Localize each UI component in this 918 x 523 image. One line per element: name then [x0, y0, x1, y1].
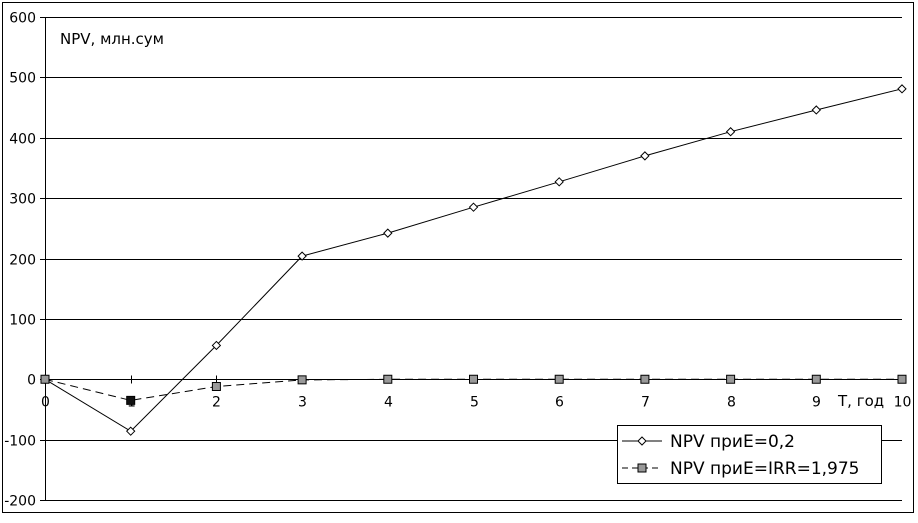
data-point-diamond	[125, 426, 136, 436]
data-point-square	[126, 395, 136, 405]
data-point-diamond	[725, 127, 736, 137]
data-point-diamond	[897, 84, 907, 94]
legend-diamond-marker	[637, 436, 647, 446]
x-tick-label: 7	[641, 395, 650, 411]
data-point-square	[297, 375, 307, 385]
y-axis-label: NPV, млн.сум	[60, 30, 164, 48]
legend: NPV приЕ=0,2 NPV приЕ=IRR=1,975	[617, 425, 882, 484]
data-point-diamond	[811, 105, 822, 115]
data-point-diamond	[554, 177, 564, 187]
y-tick-label: 0	[27, 373, 36, 389]
data-point-square	[469, 374, 478, 384]
x-tick-label: 8	[727, 395, 736, 411]
y-tick-label: 200	[9, 253, 36, 269]
x-tick-label: 6	[555, 395, 564, 411]
x-tick-label: 4	[384, 395, 393, 411]
x-tick-label: 9	[812, 395, 821, 411]
y-tick-label: 600	[9, 11, 36, 27]
data-point-square	[554, 374, 564, 384]
data-point-square	[40, 374, 50, 384]
y-tick-label: 500	[9, 71, 36, 87]
data-point-square	[726, 374, 736, 384]
data-point-square	[211, 381, 221, 391]
data-point-diamond	[383, 228, 393, 238]
legend-label-series-1: NPV приЕ=0,2	[670, 432, 795, 452]
x-tick-label: 5	[470, 395, 479, 411]
data-point-square	[640, 374, 650, 384]
data-point-square	[811, 374, 821, 384]
legend-box	[617, 425, 882, 484]
data-point-diamond	[468, 202, 479, 212]
legend-square-marker	[637, 463, 647, 473]
y-tick-label: 400	[9, 132, 36, 148]
x-tick-label: 10	[894, 395, 912, 411]
y-tick-label: 100	[9, 313, 36, 329]
data-point-square	[383, 374, 393, 384]
data-point-diamond	[640, 151, 650, 161]
data-point-square	[897, 374, 907, 384]
y-tick-label: -100	[4, 434, 36, 450]
x-tick-label: 2	[212, 395, 221, 411]
y-tick-label: -200	[4, 494, 36, 510]
x-tick-label: 0	[41, 395, 50, 411]
x-tick-label: 3	[298, 395, 307, 411]
data-point-diamond	[211, 340, 222, 351]
x-axis-label: T, год	[837, 392, 884, 410]
data-point-diamond	[297, 251, 307, 261]
y-tick-label: 300	[9, 192, 36, 208]
legend-label-series-2: NPV приЕ=IRR=1,975	[670, 459, 860, 479]
